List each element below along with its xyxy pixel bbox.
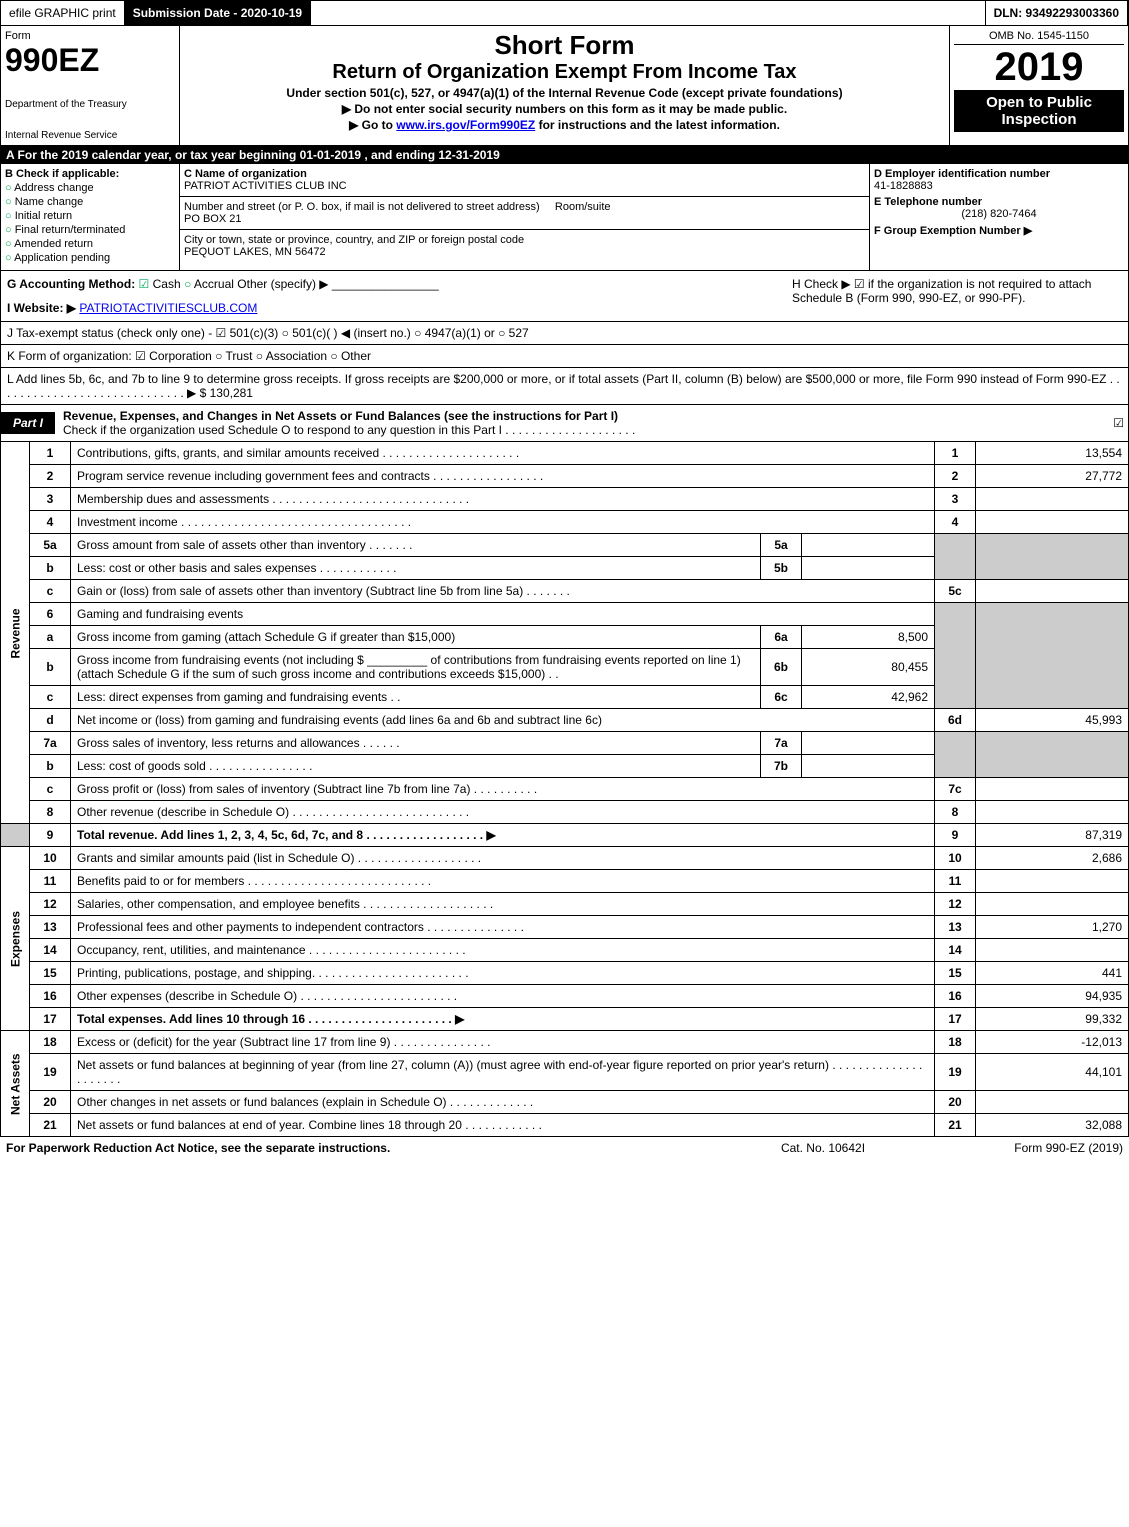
chk-application-pending[interactable]: Application pending [5,252,175,264]
line-10-value: 2,686 [976,847,1129,870]
section-def: D Employer identification number 41-1828… [870,164,1128,270]
dln: DLN: 93492293003360 [985,1,1128,25]
section-gh: G Accounting Method: Cash Accrual Other … [0,271,1129,322]
org-name-label: C Name of organization [184,168,307,180]
phone: (218) 820-7464 [874,208,1124,220]
accounting-method-label: G Accounting Method: [7,277,135,291]
chk-cash[interactable]: Cash [139,277,181,291]
chk-final-return[interactable]: Final return/terminated [5,224,175,236]
website-link[interactable]: PATRIOTACTIVITIESCLUB.COM [79,301,257,315]
paperwork-notice: For Paperwork Reduction Act Notice, see … [6,1141,723,1155]
website-label: I Website: ▶ [7,301,76,315]
header-center: Short Form Return of Organization Exempt… [180,26,949,145]
org-name: PATRIOT ACTIVITIES CLUB INC [184,180,347,192]
ssn-note: ▶ Do not enter social security numbers o… [184,102,945,116]
form-header: Form 990EZ Department of the Treasury In… [0,26,1129,146]
netassets-side: Net Assets [1,1031,30,1137]
irs-label: Internal Revenue Service [5,130,175,141]
header-left: Form 990EZ Department of the Treasury In… [1,26,180,145]
tax-year: 2019 [954,45,1124,90]
form-word: Form [5,30,175,42]
footer: For Paperwork Reduction Act Notice, see … [0,1137,1129,1159]
line-13-value: 1,270 [976,916,1129,939]
section-l: L Add lines 5b, 6c, and 7b to line 9 to … [0,368,1129,405]
line-19-value: 44,101 [976,1054,1129,1091]
section-h: H Check ▶ ☑ if the organization is not r… [792,277,1122,315]
addr-label: Number and street (or P. O. box, if mail… [184,201,540,213]
line-17-value: 99,332 [976,1008,1129,1031]
header-right: OMB No. 1545-1150 2019 Open to Public In… [949,26,1128,145]
phone-label: E Telephone number [874,196,982,208]
line-6b-value: 80,455 [802,649,935,686]
line-6c-value: 42,962 [802,686,935,709]
section-a: A For the 2019 calendar year, or tax yea… [0,146,1129,164]
chk-name-change[interactable]: Name change [5,196,175,208]
line-2-value: 27,772 [976,465,1129,488]
chk-amended-return[interactable]: Amended return [5,238,175,250]
ein-label: D Employer identification number [874,168,1050,180]
city-label: City or town, state or province, country… [184,234,524,246]
line-18-value: -12,013 [976,1031,1129,1054]
lines-table: Revenue 1 Contributions, gifts, grants, … [0,442,1129,1137]
line-6d-value: 45,993 [976,709,1129,732]
form-footer: Form 990-EZ (2019) [923,1141,1123,1155]
goto-note: ▶ Go to www.irs.gov/Form990EZ for instru… [184,118,945,132]
chk-address-change[interactable]: Address change [5,182,175,194]
city-state-zip: PEQUOT LAKES, MN 56472 [184,246,326,258]
irs-link[interactable]: www.irs.gov/Form990EZ [396,118,535,132]
part-i-title: Revenue, Expenses, and Changes in Net As… [63,409,618,423]
group-exemption-label: F Group Exemption Number ▶ [874,225,1032,237]
section-b: B Check if applicable: Address change Na… [1,164,180,270]
part-i-sub: Check if the organization used Schedule … [63,423,635,437]
part-i-checkbox[interactable]: ☑ [1109,412,1128,434]
omb-number: OMB No. 1545-1150 [954,30,1124,45]
section-k: K Form of organization: ☑ Corporation ○ … [0,345,1129,368]
chk-initial-return[interactable]: Initial return [5,210,175,222]
revenue-side: Revenue [1,442,30,824]
part-i-tag: Part I [1,412,55,434]
line-9-value: 87,319 [976,824,1129,847]
part-i-header: Part I Revenue, Expenses, and Changes in… [0,405,1129,442]
under-section: Under section 501(c), 527, or 4947(a)(1)… [184,86,945,100]
department: Department of the Treasury [5,99,175,110]
open-inspection: Open to Public Inspection [954,90,1124,132]
ein: 41-1828883 [874,180,933,192]
top-bar: efile GRAPHIC print Submission Date - 20… [0,0,1129,26]
submission-date: Submission Date - 2020-10-19 [125,1,311,25]
section-j: J Tax-exempt status (check only one) - ☑… [0,322,1129,345]
entity-info: B Check if applicable: Address change Na… [0,164,1129,271]
expenses-side: Expenses [1,847,30,1031]
chk-accrual[interactable]: Accrual [184,277,234,291]
short-form: Short Form [184,30,945,61]
accounting-other: Other (specify) ▶ [237,277,328,291]
form-title: Return of Organization Exempt From Incom… [184,61,945,84]
section-c: C Name of organization PATRIOT ACTIVITIE… [180,164,870,270]
line-1-value: 13,554 [976,442,1129,465]
room-label: Room/suite [555,201,611,213]
address: PO BOX 21 [184,213,241,225]
line-6a-value: 8,500 [802,626,935,649]
form-name: 990EZ [5,42,175,79]
line-21-value: 32,088 [976,1114,1129,1137]
line-16-value: 94,935 [976,985,1129,1008]
cat-number: Cat. No. 10642I [723,1141,923,1155]
efile-label: efile GRAPHIC print [1,1,125,25]
line-15-value: 441 [976,962,1129,985]
